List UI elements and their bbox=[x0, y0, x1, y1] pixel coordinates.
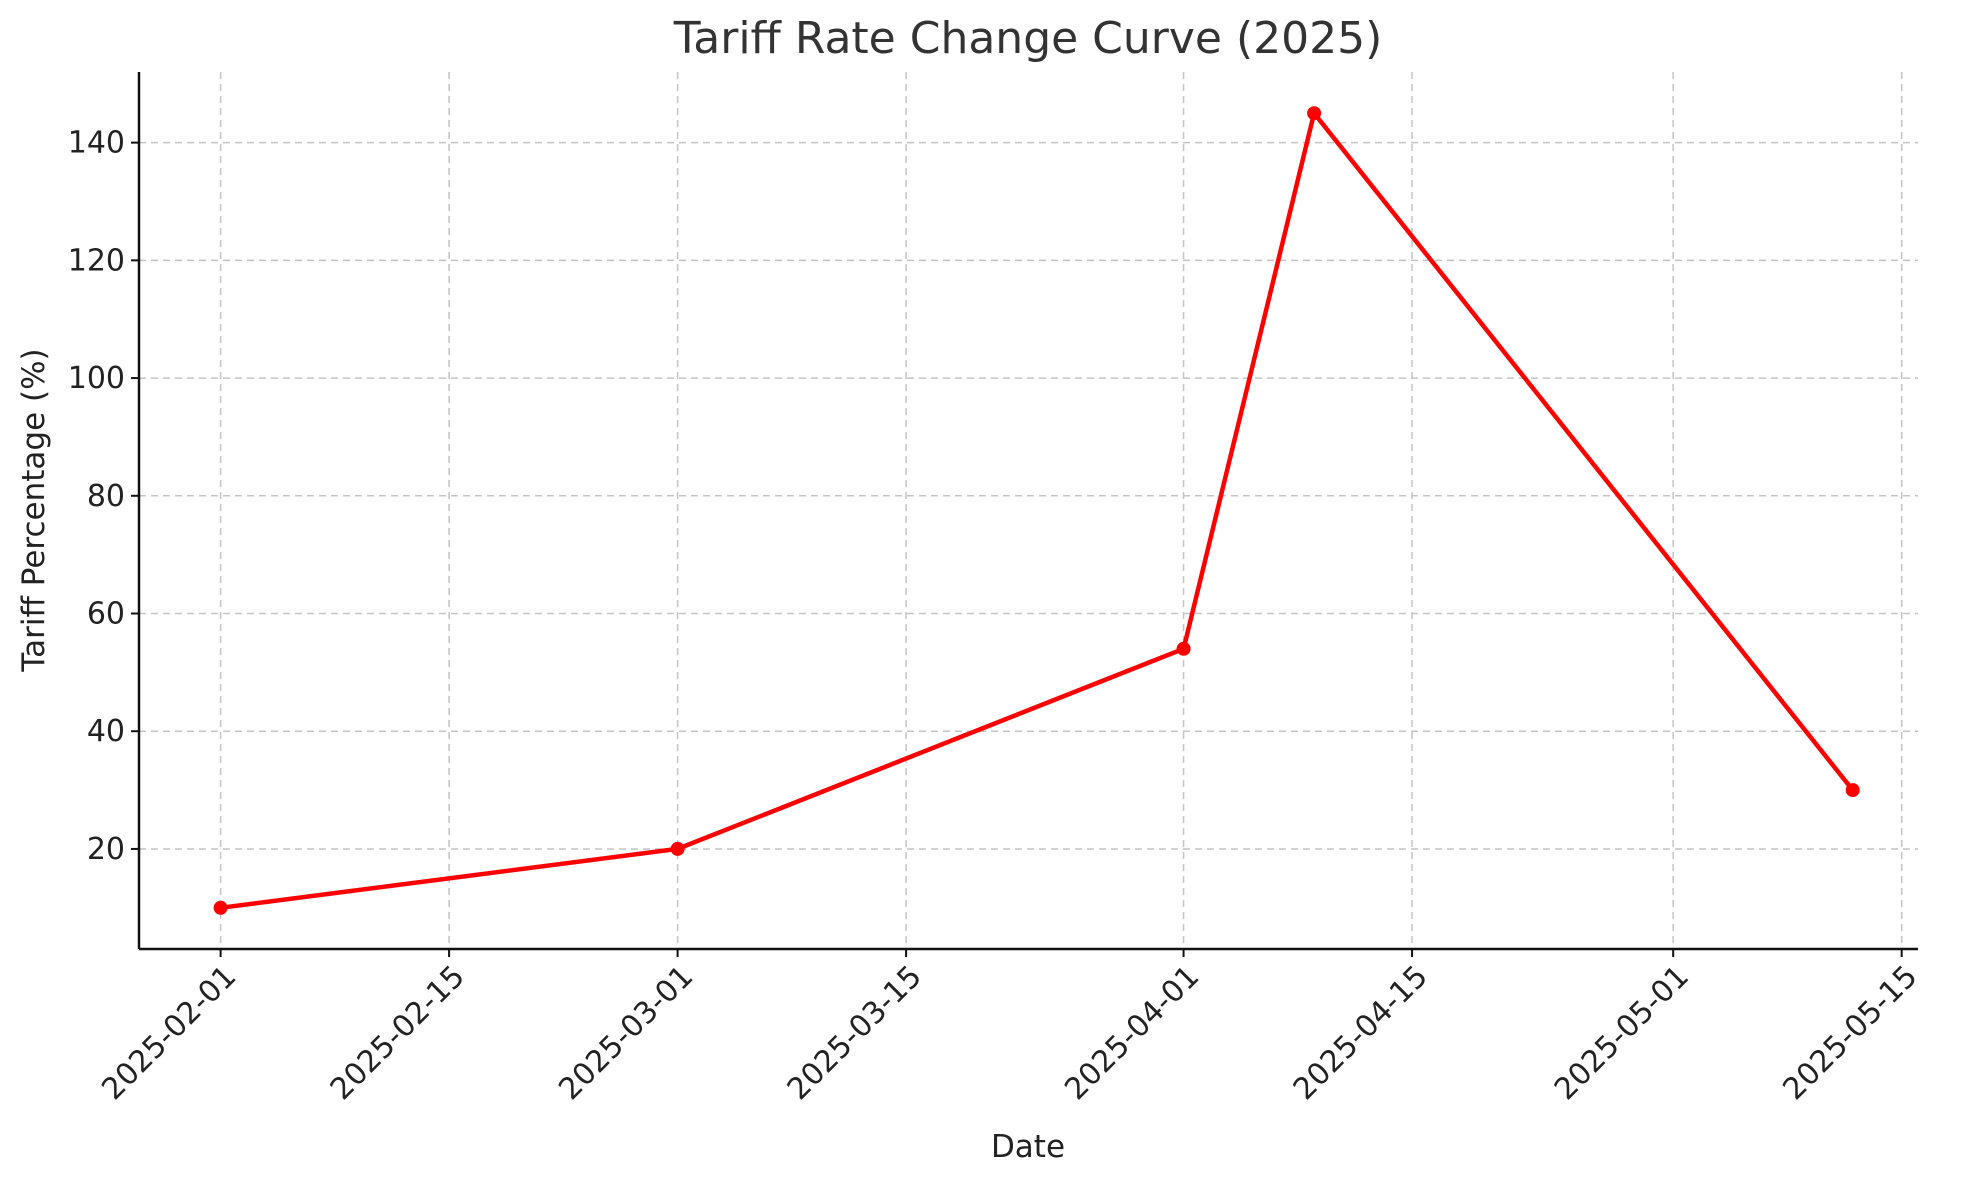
data-point bbox=[1845, 783, 1860, 798]
ticks-layer: 20 40 60 80 100 120 140 2025-02-01 2025-02-15 202… bbox=[68, 126, 1925, 1107]
y-axis-label: Tariff Percentage (%) bbox=[16, 348, 52, 672]
y-tick-label: 80 bbox=[87, 479, 125, 514]
x-tick-label: 2025-02-15 bbox=[324, 959, 472, 1107]
y-tick-label: 120 bbox=[68, 243, 125, 278]
y-tick-label: 60 bbox=[87, 597, 125, 632]
x-tick-label: 2025-04-01 bbox=[1058, 959, 1206, 1107]
x-tick-label: 2025-02-01 bbox=[95, 959, 243, 1107]
series-line bbox=[218, 110, 1855, 911]
data-point bbox=[1307, 106, 1322, 121]
x-tick-label: 2025-03-15 bbox=[781, 959, 929, 1107]
series-layer bbox=[213, 106, 1860, 915]
data-point bbox=[670, 841, 685, 856]
y-tick-label: 100 bbox=[68, 361, 125, 396]
y-tick-label: 40 bbox=[87, 714, 125, 749]
x-tick-label: 2025-05-01 bbox=[1548, 959, 1696, 1107]
chart-title: Tariff Rate Change Curve (2025) bbox=[673, 13, 1383, 64]
x-tick-label: 2025-05-15 bbox=[1776, 959, 1924, 1107]
data-point bbox=[1176, 641, 1191, 656]
axes-layer bbox=[137, 72, 1918, 951]
x-tick-label: 2025-03-01 bbox=[552, 959, 700, 1107]
x-tick-label: 2025-04-15 bbox=[1287, 959, 1435, 1107]
y-tick-label: 20 bbox=[87, 832, 125, 867]
grid-layer bbox=[139, 72, 1918, 949]
y-tick-label: 140 bbox=[68, 126, 125, 161]
data-point bbox=[213, 900, 228, 915]
x-axis-label: Date bbox=[991, 1129, 1065, 1165]
